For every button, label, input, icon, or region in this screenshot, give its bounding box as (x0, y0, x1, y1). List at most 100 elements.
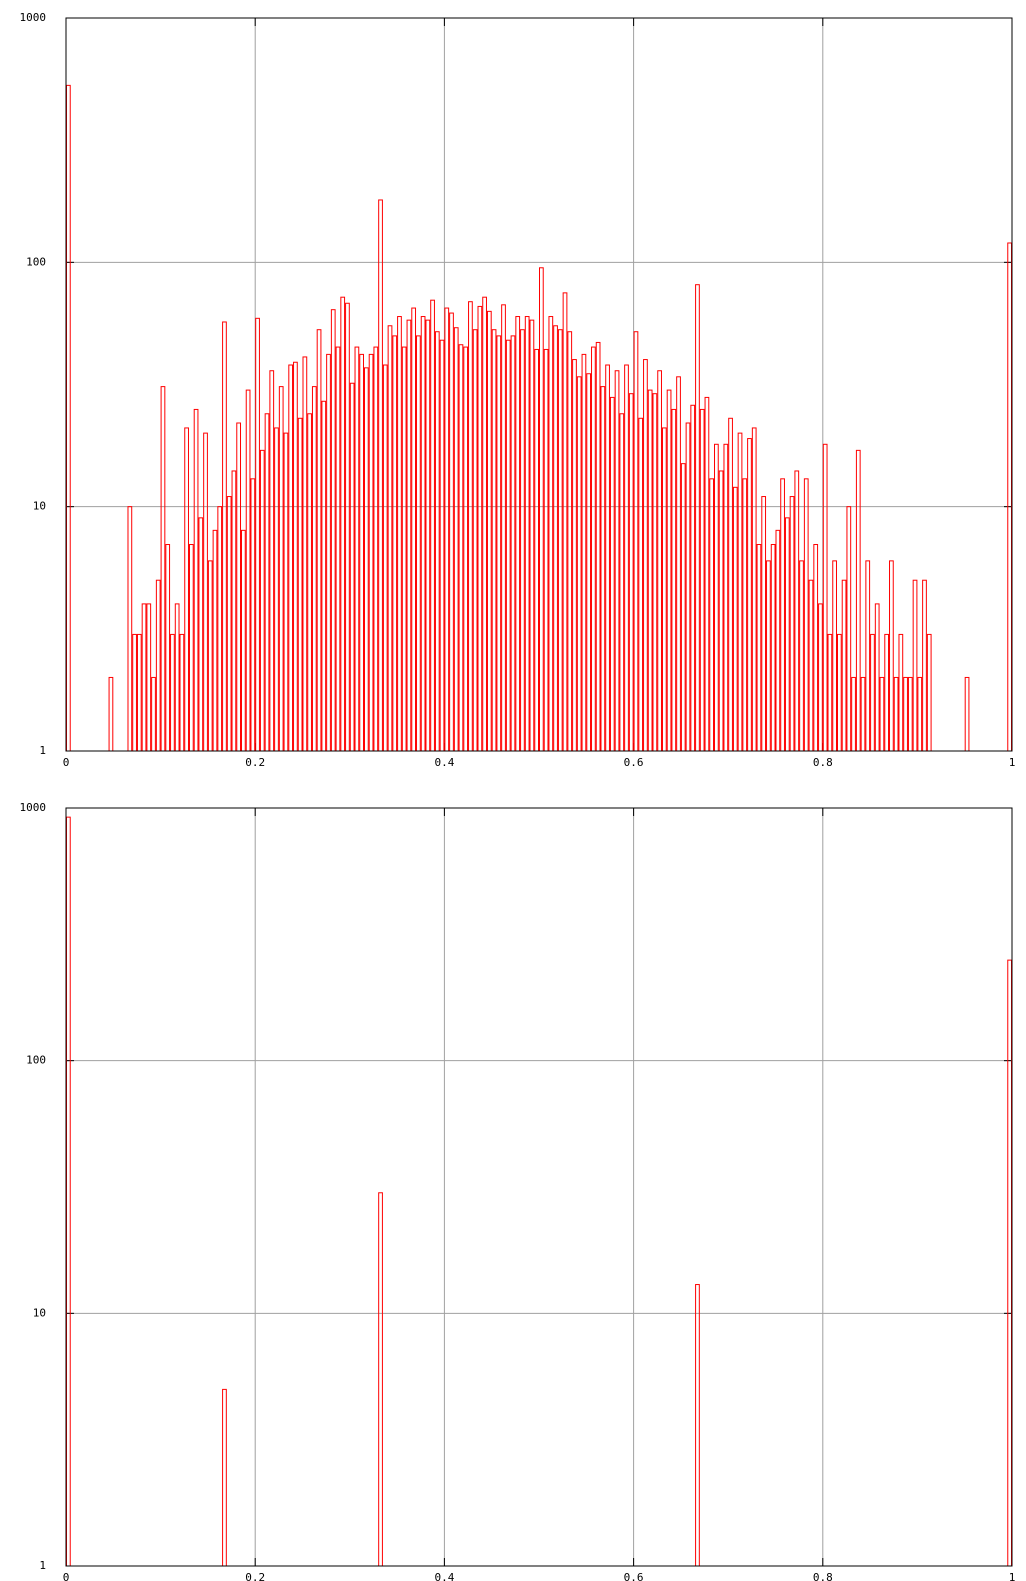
bar (870, 633, 875, 752)
x-tick-label: 1 (1009, 756, 1016, 769)
bar (207, 560, 213, 752)
bar (742, 478, 748, 752)
bar (903, 676, 908, 752)
bar (652, 393, 658, 752)
bar (567, 331, 573, 752)
bar (855, 449, 861, 752)
bar (222, 1388, 227, 1567)
bar (146, 603, 152, 752)
bar (416, 335, 421, 752)
x-tick-label: 0.2 (245, 756, 265, 769)
bar (444, 307, 450, 752)
bar (326, 353, 331, 752)
bar (638, 417, 644, 752)
bar (241, 529, 246, 752)
bar (458, 344, 464, 752)
bar (288, 364, 294, 752)
bar (151, 676, 156, 752)
bar (515, 316, 521, 752)
bar (66, 816, 71, 1567)
bar (359, 353, 364, 752)
bar (378, 199, 383, 752)
bar (822, 443, 828, 752)
bar (572, 359, 577, 752)
bar (174, 603, 180, 752)
bar (799, 560, 804, 752)
bar (349, 382, 355, 752)
bar (477, 305, 483, 752)
bar (832, 560, 837, 752)
bar (472, 329, 478, 752)
bar (274, 427, 279, 752)
bar (766, 560, 771, 752)
bar (609, 396, 615, 752)
bar (548, 316, 554, 752)
bar (534, 348, 540, 752)
bar (373, 346, 379, 752)
bar (335, 346, 341, 752)
bar (231, 470, 237, 752)
bar (695, 284, 700, 752)
bar (345, 302, 350, 752)
bar (813, 544, 819, 752)
bar (160, 386, 166, 752)
bar (704, 396, 710, 752)
bar (212, 529, 218, 752)
bar (486, 310, 492, 752)
bar (505, 339, 511, 752)
bar (695, 1284, 700, 1567)
bar (964, 676, 970, 752)
bar (406, 319, 412, 752)
bar (718, 470, 724, 752)
bar (468, 301, 473, 752)
bar (836, 633, 842, 752)
bar (434, 331, 440, 752)
bar (170, 633, 175, 752)
bar (496, 335, 502, 752)
bar (226, 496, 232, 752)
bar (751, 427, 757, 752)
x-tick-label: 0.8 (813, 756, 833, 769)
bar (591, 346, 596, 752)
bar (657, 370, 662, 752)
y-tick-label: 1000 (20, 801, 47, 814)
bar (576, 376, 582, 752)
x-tick-label: 0.4 (434, 1571, 454, 1581)
bar (397, 316, 402, 752)
bar (449, 312, 454, 752)
bar (198, 517, 204, 752)
bar (269, 370, 275, 752)
bar (132, 633, 137, 752)
bar (108, 676, 114, 752)
bar (392, 335, 398, 752)
bar (321, 400, 327, 752)
bar (245, 389, 251, 752)
bar (874, 603, 880, 752)
bar (354, 346, 360, 752)
bar (259, 449, 265, 752)
x-tick-label: 0.8 (813, 1571, 833, 1581)
x-tick-label: 0.2 (245, 1571, 265, 1581)
bar (699, 408, 705, 752)
bar (203, 432, 208, 752)
bar (827, 633, 833, 752)
bar (179, 633, 185, 752)
bar (501, 304, 506, 752)
bar (529, 319, 535, 752)
bar (236, 422, 242, 752)
bar (732, 486, 738, 752)
y-tick-label: 1 (39, 744, 46, 757)
bar (846, 506, 852, 752)
bar (557, 329, 563, 752)
bar (756, 544, 762, 752)
bar (671, 408, 677, 752)
bar (378, 1192, 383, 1567)
bar (789, 496, 795, 752)
bar (865, 560, 871, 752)
bar (491, 329, 497, 752)
bar (737, 432, 743, 752)
bar (879, 676, 885, 752)
y-tick-label: 10 (33, 500, 46, 513)
